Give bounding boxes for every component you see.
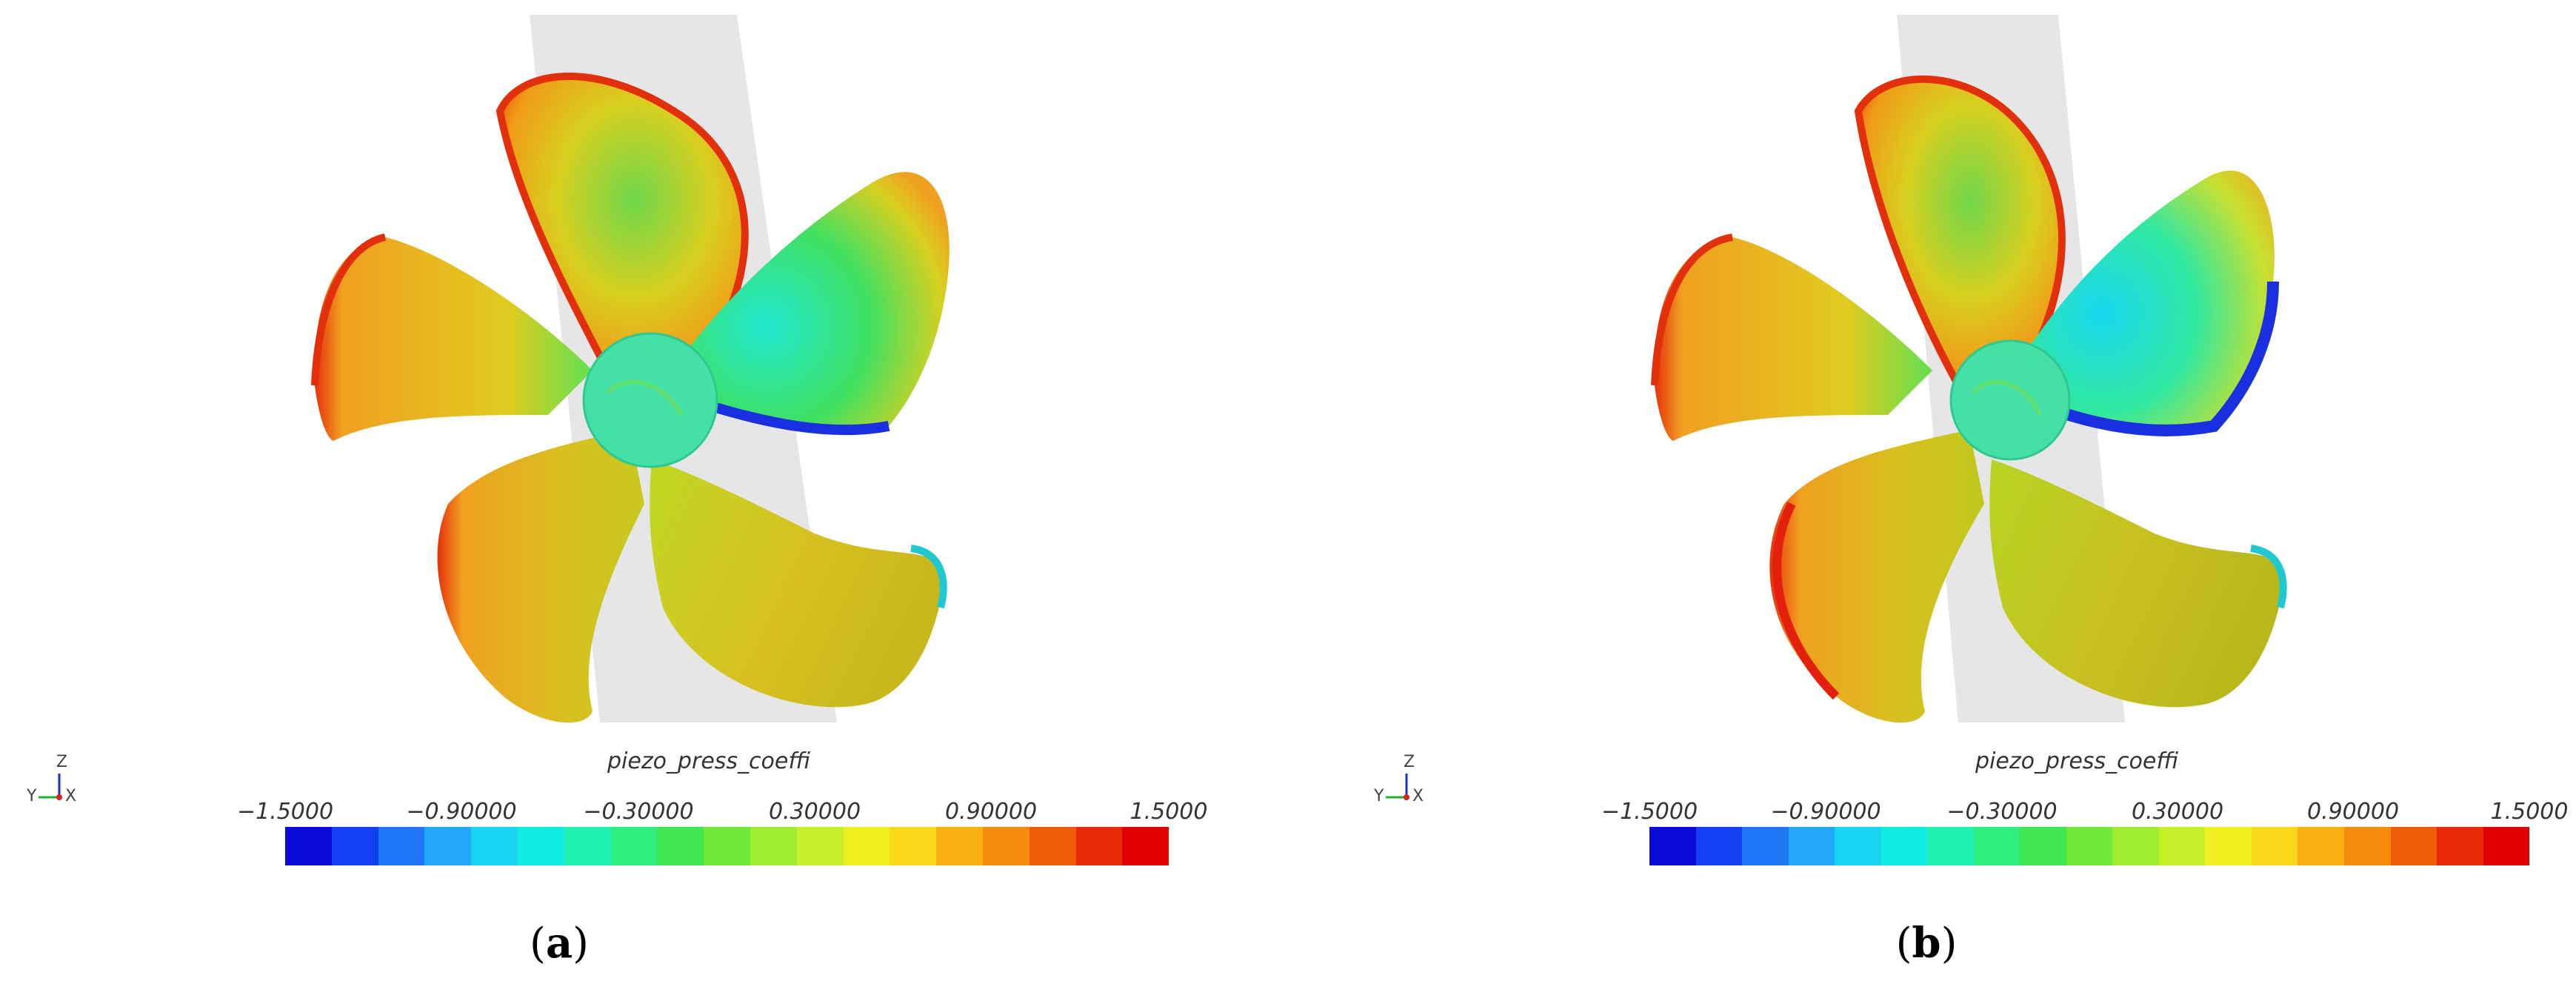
axis-x-label: X [1412, 787, 1424, 805]
colorbar-tick: 0.90000 [944, 799, 1038, 825]
colorbar-swatch [471, 827, 518, 865]
colorbar-swatch [1881, 827, 1928, 865]
colorbar-swatch [331, 827, 378, 865]
colorbar-swatch [2205, 827, 2252, 865]
colorbar-tick: −0.90000 [406, 799, 517, 825]
panel-caption-a: (a) [529, 919, 590, 968]
colorbar-swatch [2020, 827, 2066, 865]
axes-triad-icon [39, 774, 62, 800]
colorbar-swatch [2343, 827, 2391, 865]
colorbar-tick: 0.30000 [768, 799, 861, 825]
colorbar-swatch [1927, 827, 1974, 865]
colorbar-tick: −0.30000 [1946, 799, 2058, 825]
axes-triad-icon [1386, 774, 1409, 800]
propeller-render-a [39, 15, 950, 800]
colorbar-tick: 1.5000 [2490, 799, 2569, 825]
colorbar-swatch [378, 827, 425, 865]
colorbar-swatch [704, 827, 750, 865]
colorbar-swatch [2437, 827, 2483, 865]
colorbar-swatch [2298, 827, 2344, 865]
colorbar-swatch [1122, 827, 1169, 865]
colorbar-swatch [2390, 827, 2437, 865]
colorbar-swatch [2251, 827, 2298, 865]
panel-caption-b: (b) [1895, 919, 1958, 968]
colorbar-swatch [750, 827, 797, 865]
colorbar-swatch [424, 827, 472, 865]
colorbar-tick: −1.5000 [236, 799, 334, 825]
colorbar-swatch [1695, 827, 1743, 865]
colorbar-swatch [1029, 827, 1076, 865]
colorbar-tick: −0.30000 [583, 799, 694, 825]
axis-z-label: Z [1404, 753, 1415, 771]
colorbar-swatch [564, 827, 611, 865]
panel-b: Z Y X piezo_press_coeffi −1.5000 −0.9000… [1288, 0, 2576, 1004]
colorbar [285, 827, 1169, 865]
colorbar-tick: −1.5000 [1601, 799, 1698, 825]
colorbar-swatch [2483, 827, 2530, 865]
colorbar-swatch [2158, 827, 2206, 865]
colorbar-swatch [936, 827, 983, 865]
colorbar-swatch [517, 827, 564, 865]
colorbar-tick: 0.30000 [2131, 799, 2224, 825]
colorbar-swatch [1788, 827, 1835, 865]
propeller-render-b [1386, 15, 2287, 800]
colorbar-swatch [796, 827, 844, 865]
colorbar-swatch [2066, 827, 2113, 865]
colorbar-swatch [1649, 827, 1696, 865]
colorbar-swatch [285, 827, 332, 865]
colorbar-tick: 0.90000 [2306, 799, 2400, 825]
colorbar-swatch [610, 827, 658, 865]
colorbar-swatch [1075, 827, 1123, 865]
axis-z-label: Z [56, 753, 68, 771]
panel-a: Z Y X piezo_press_coeffi −1.5000 −0.9000… [27, 15, 1208, 968]
colorbar-swatch [1742, 827, 1789, 865]
axis-y-label: Y [27, 787, 37, 805]
colorbar-tick: 1.5000 [1129, 799, 1208, 825]
colorbar [1649, 827, 2530, 865]
colorbar-title: piezo_press_coeffi [1975, 748, 2179, 774]
colorbar-swatch [2112, 827, 2159, 865]
colorbar-swatch [1835, 827, 1881, 865]
axis-x-label: X [65, 787, 77, 805]
colorbar-tick: −0.90000 [1770, 799, 1881, 825]
colorbar-swatch [890, 827, 937, 865]
colorbar-swatch [657, 827, 704, 865]
axis-y-label: Y [1374, 787, 1384, 805]
colorbar-swatch [1973, 827, 2021, 865]
colorbar-title: piezo_press_coeffi [607, 748, 811, 774]
colorbar-swatch [843, 827, 890, 865]
colorbar-swatch [982, 827, 1030, 865]
